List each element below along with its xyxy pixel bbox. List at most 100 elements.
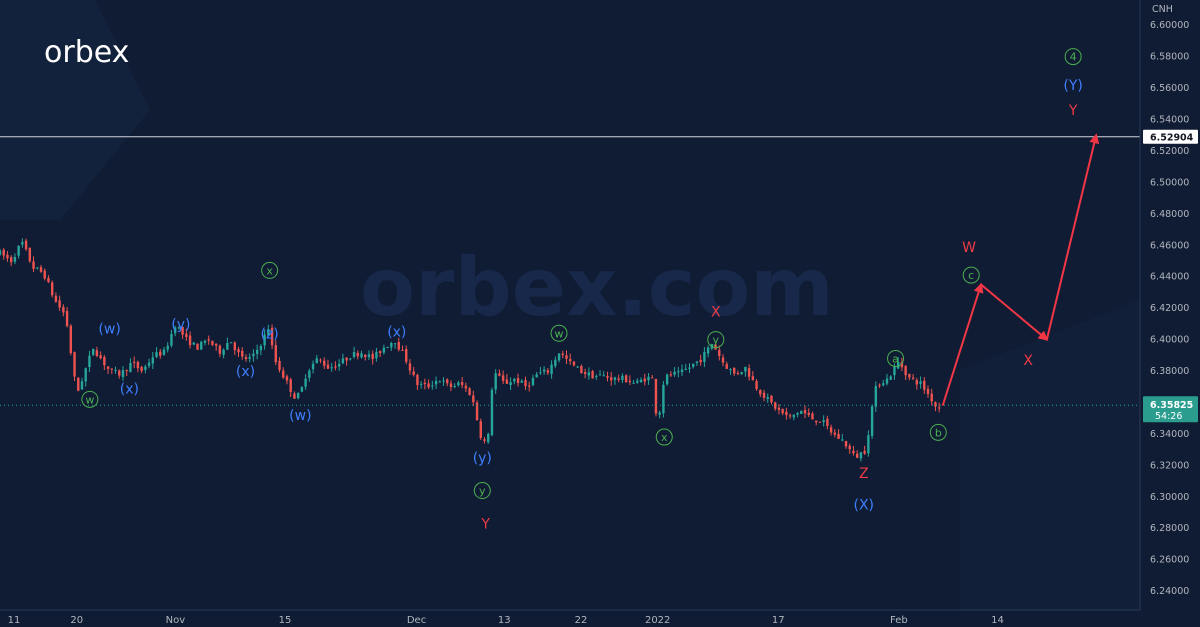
axis-symbol: CNH [1152,4,1173,15]
candle-body [453,385,456,387]
background-shape [0,0,150,220]
candle-body [390,342,393,348]
candle-body [80,381,84,390]
candle-body [569,358,572,362]
wave-label: Y [480,517,490,533]
time-tick-label: Feb [890,615,908,626]
price-tick-label: 6.24000 [1150,586,1189,597]
candle-body [807,412,810,415]
candle-body [401,349,404,351]
candle-body [84,368,87,382]
candle-body [397,341,400,350]
candle-body [755,381,758,390]
candle-body [2,249,5,256]
time-tick-label: Dec [407,615,426,626]
candle-body [434,380,438,385]
orbex-logo: orbex [44,35,129,70]
candle-body [229,342,233,344]
wave-label-circle [550,324,568,342]
candle-body [207,339,210,341]
candle-body [267,329,270,336]
candle-body [904,365,907,376]
candle-body [900,362,904,368]
candle-body [498,373,501,376]
price-tick-label: 6.42000 [1150,303,1189,314]
candle-body [17,245,20,256]
candle-body [121,370,125,377]
candle-body [800,410,803,414]
candle-body [550,364,553,375]
wave-label-circle [887,349,905,367]
candle-body [792,414,796,418]
candle-body [542,369,546,372]
candle-body [211,340,214,345]
candle-body [326,364,330,369]
candle-body [423,382,427,385]
candle-body [531,377,535,386]
candle-body [464,385,468,389]
wave-label-circle [655,428,673,446]
candle-body [91,348,95,355]
candle-body [293,393,296,399]
candle-body [580,366,583,373]
candle-body [725,363,728,369]
candle-body [39,267,43,272]
candle-body [341,358,345,364]
candle-body [28,248,32,262]
candle-body [688,367,691,369]
candle-body [263,334,266,346]
time-axis-bg[interactable] [0,610,1200,627]
candle-body [214,343,218,346]
candle-body [669,374,673,376]
current-price-badge [1143,396,1198,423]
candle-body [300,387,304,392]
candle-body [852,450,855,454]
candle-body [651,377,654,379]
candle-body [770,395,773,403]
candle-body [438,381,441,383]
wave-label: (X) [854,498,875,514]
price-axis-bg[interactable] [1140,0,1200,627]
candle-body [557,353,561,361]
time-tick-label: 15 [279,615,292,626]
candle-body [483,439,486,441]
price-tick-label: 6.40000 [1150,335,1189,346]
candle-body [457,382,460,386]
candle-body [200,341,203,350]
projection-arrow [980,283,1049,341]
candle-body [218,345,222,354]
current-price-value: 6.35825 [1150,400,1193,411]
candle-body [524,380,527,387]
candle-body [241,350,244,357]
wave-label-circle [261,261,279,279]
candle-body [811,413,814,420]
candle-body [643,378,646,382]
candle-body [520,380,523,383]
candle-body [494,373,497,390]
wave-label: w [555,327,564,340]
candle-body [77,377,80,391]
time-tick-label: 20 [70,615,83,626]
candle-body [99,355,102,359]
candle-body [934,402,937,407]
candle-body [345,357,348,361]
candle-body [822,420,825,422]
candle-body [583,372,587,375]
candle-body [427,383,430,388]
wave-label: Y [1068,103,1078,119]
candle-body [740,371,743,374]
candle-body [718,349,721,356]
candle-body [192,342,195,345]
candle-body [334,366,337,368]
candle-body [662,384,665,414]
wave-label: (w) [98,322,120,338]
candle-body [282,370,285,378]
candle-body [181,326,184,335]
candle-body [803,410,807,414]
candle-body [173,327,177,334]
candle-body [54,295,58,302]
candle-body [796,412,799,415]
candle-body [58,300,61,308]
